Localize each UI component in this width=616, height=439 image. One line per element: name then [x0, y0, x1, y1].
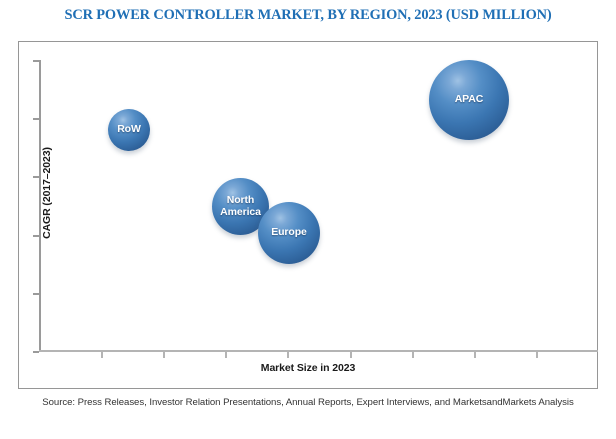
x-axis-tick	[163, 352, 165, 358]
bubble-apac[interactable]: APAC	[429, 60, 509, 140]
x-axis-tick	[474, 352, 476, 358]
x-axis-line	[39, 349, 598, 352]
y-axis-tick	[33, 235, 39, 237]
bubble-label: APAC	[454, 93, 484, 106]
y-axis-tick	[33, 60, 39, 62]
y-axis-tick	[33, 118, 39, 120]
bubble-europe[interactable]: Europe	[258, 202, 320, 264]
bubble-label: Europe	[271, 226, 307, 239]
plot-area: RoW North America Europe APAC	[33, 60, 598, 358]
x-axis-title: Market Size in 2023	[260, 362, 356, 374]
x-axis-tick	[412, 352, 414, 358]
y-axis-tick	[33, 176, 39, 178]
x-axis-tick	[536, 352, 538, 358]
y-axis-tick	[33, 351, 39, 353]
y-axis-tick	[33, 293, 39, 295]
x-axis-tick	[350, 352, 352, 358]
x-axis-tick	[225, 352, 227, 358]
chart-frame: CAGR (2017–2023) RoW North America Europe A…	[18, 41, 598, 389]
bubble-row[interactable]: RoW	[108, 109, 150, 151]
bubble-label: RoW	[117, 123, 141, 136]
y-axis-line	[39, 60, 41, 352]
source-note: Source: Press Releases, Investor Relatio…	[42, 397, 574, 408]
bubble-label: North America	[220, 194, 261, 218]
x-axis-tick	[101, 352, 103, 358]
chart-title: SCR POWER CONTROLLER MARKET, BY REGION, …	[64, 7, 552, 23]
x-axis-tick	[287, 352, 289, 358]
